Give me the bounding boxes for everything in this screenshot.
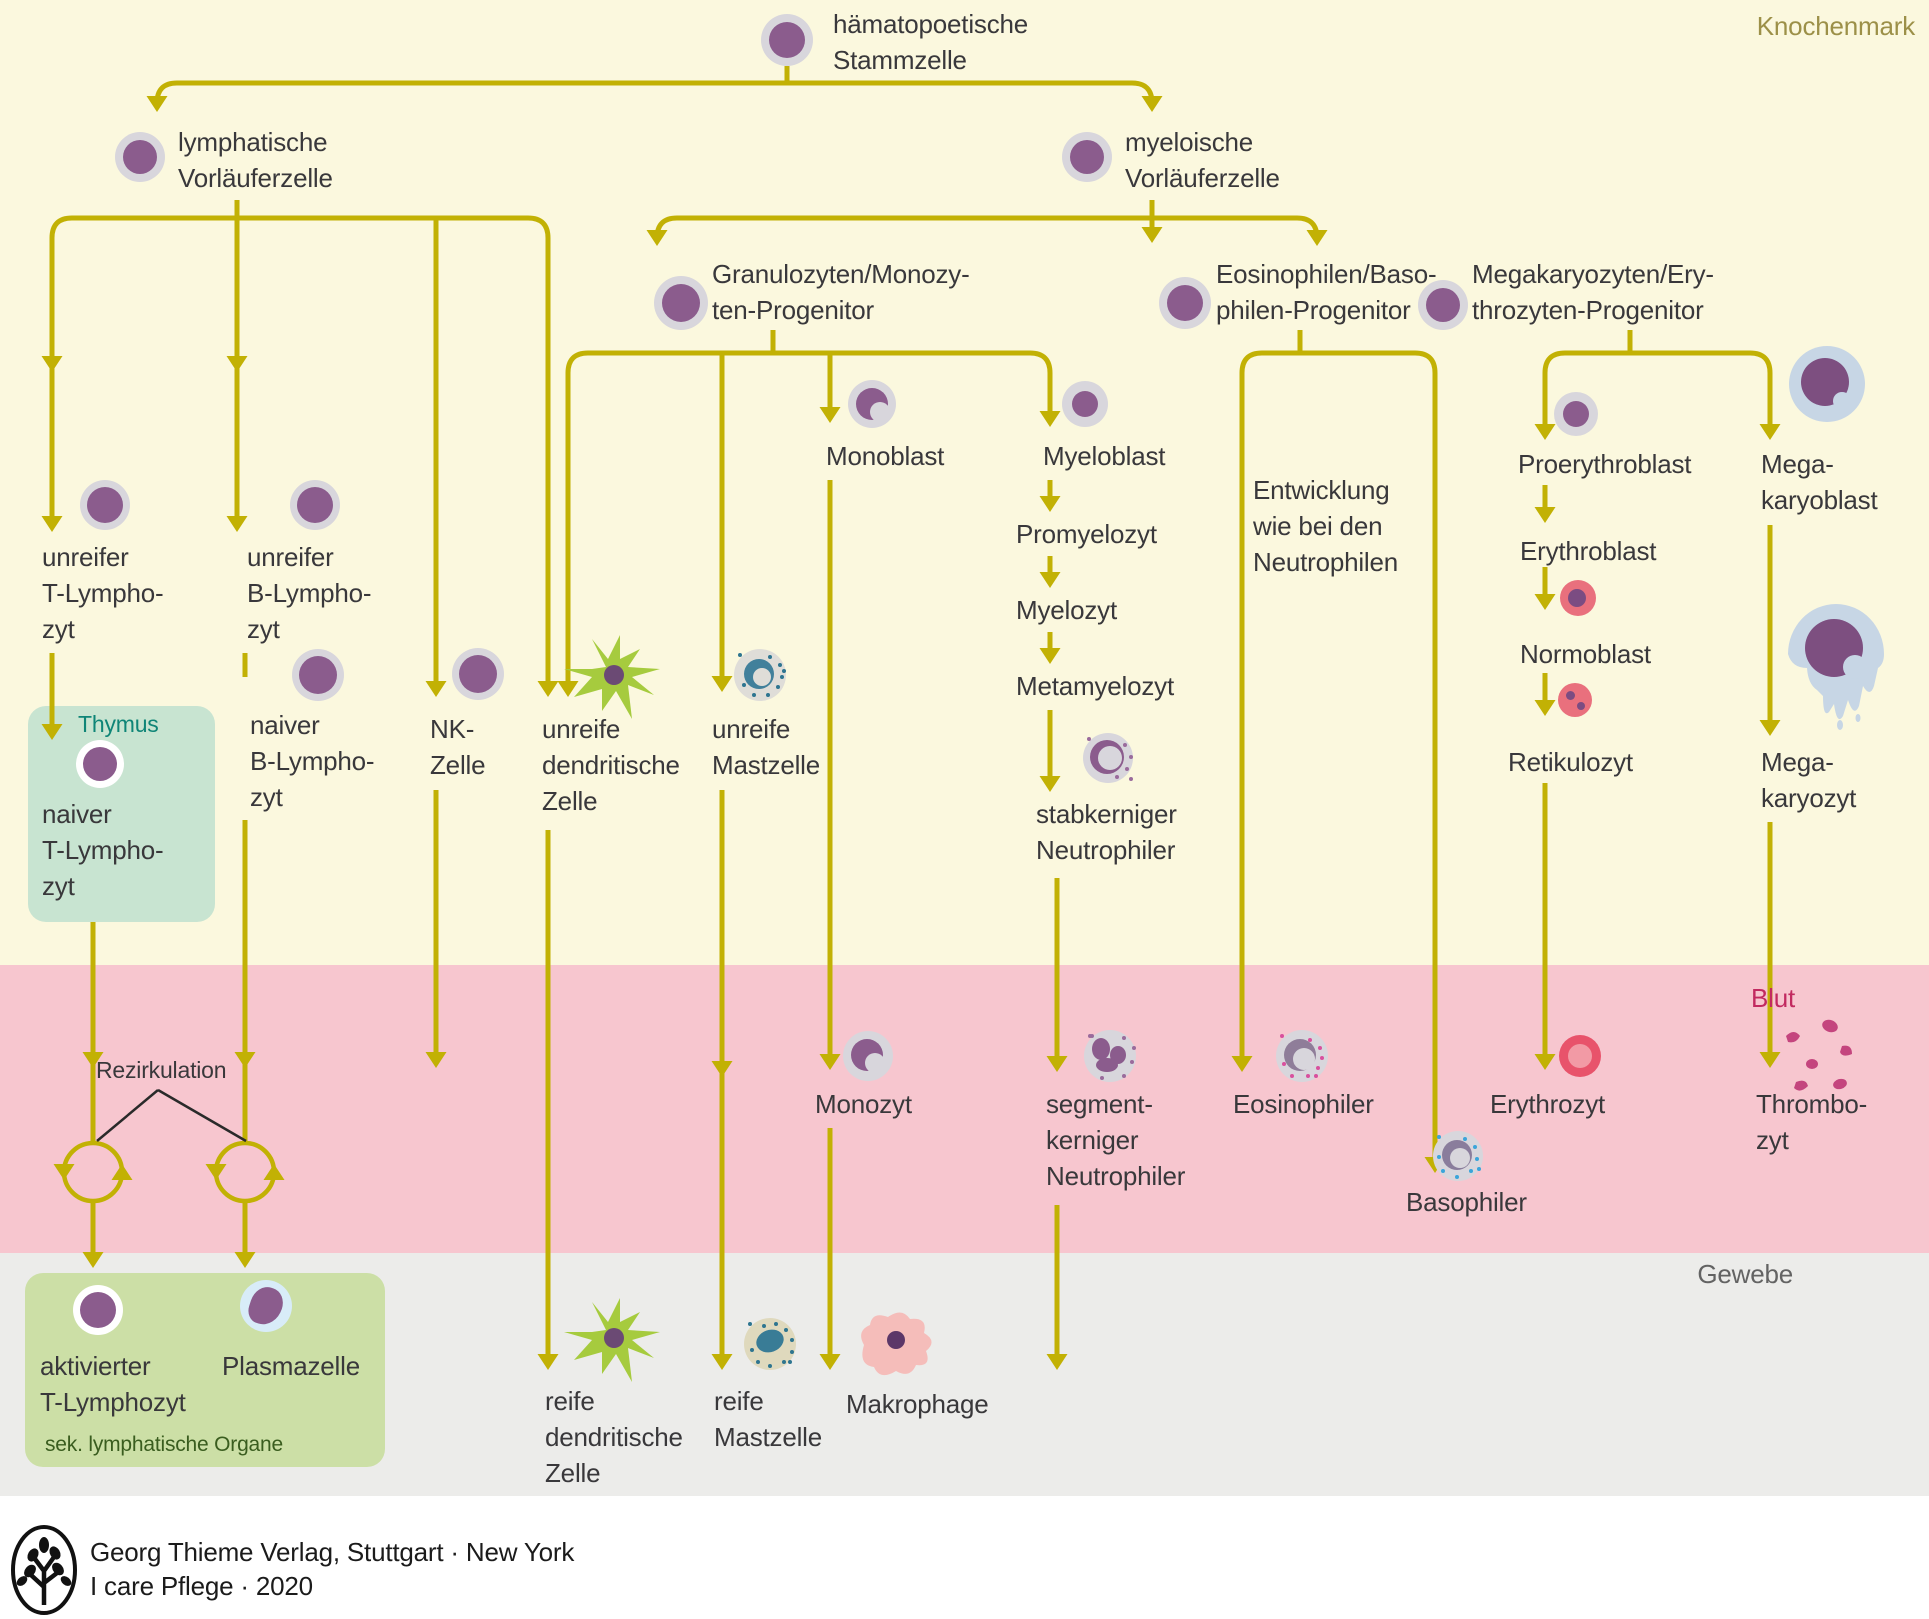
label-plasma-cell: Plasmazelle (222, 1351, 360, 1381)
zone-label-tissue: Gewebe (1697, 1259, 1793, 1289)
edge-main-split (154, 66, 1155, 104)
monocyte-icon (843, 1031, 893, 1081)
zone-blood (0, 965, 1929, 1253)
erythroblast-stage-icon (1560, 580, 1596, 616)
label-erythroblast: Erythroblast (1520, 536, 1657, 566)
immature-dendritic-icon (564, 635, 660, 719)
gm-progenitor-icon (654, 276, 708, 330)
label-erythrocyte: Erythrozyt (1490, 1089, 1606, 1119)
label-myelocyte: Myelozyt (1016, 595, 1117, 625)
basophil-icon (1433, 1131, 1483, 1181)
megakaryoblast-icon (1789, 346, 1865, 422)
label-naive-t: naiver T-Lympho- zyt (42, 799, 164, 901)
reticulocyte-stage-icon (1558, 683, 1592, 717)
edge-myeloid-branch (654, 200, 1320, 239)
lymphoid-progenitor-icon (115, 132, 165, 182)
me-progenitor-icon (1418, 280, 1468, 330)
label-myeloblast: Myeloblast (1043, 441, 1166, 471)
zone-label-bone-marrow: Knochenmark (1756, 11, 1915, 41)
myeloid-progenitor-icon (1062, 132, 1112, 182)
label-myeloid-progenitor: myeloische Vorläuferzelle (1125, 127, 1280, 193)
monoblast-icon (848, 380, 896, 428)
zone-label-blood: Blut (1750, 983, 1795, 1013)
label-thrombocyte: Thrombo- zyt (1756, 1089, 1868, 1155)
edge-t-lineage (49, 653, 96, 1255)
immature-b-icon (290, 480, 340, 530)
thymus-box (28, 706, 215, 922)
footer-publisher: Georg Thieme Verlag, Stuttgart · New Yor… (90, 1537, 575, 1567)
proerythroblast-icon (1554, 392, 1598, 436)
label-segmented-neutrophil: segment- kerniger Neutrophiler (1046, 1089, 1186, 1191)
naive-t-icon (76, 740, 124, 788)
label-proerythroblast: Proerythroblast (1518, 449, 1692, 479)
edge-mega-ery-branch (1542, 330, 1773, 427)
activated-t-icon (73, 1285, 123, 1335)
label-activated-t: aktivierter T-Lymphozyt (40, 1351, 186, 1417)
recirculation-pointer-lines (96, 1088, 247, 1143)
label-gm-progenitor: Granulozyten/Monozy- ten-Progenitor (712, 259, 970, 325)
megakaryocyte-icon (1788, 604, 1884, 730)
thrombocyte-icon (1786, 1019, 1852, 1091)
footer-edition: I care Pflege · 2020 (90, 1571, 313, 1601)
label-lymphoid-progenitor: lymphatische Vorläuferzelle (178, 127, 333, 193)
plasma-cell-icon (240, 1280, 292, 1332)
label-basophil: Basophiler (1406, 1187, 1527, 1217)
edge-gm-branch (565, 330, 1053, 684)
label-metamyelocyte: Metamyelozyt (1016, 671, 1174, 701)
nk-cell-icon (452, 648, 504, 700)
eosinophil-icon (1276, 1030, 1328, 1082)
naive-b-icon (292, 649, 344, 701)
mature-mast-icon (744, 1318, 796, 1370)
hsc-icon (761, 14, 813, 66)
label-recirculation: Rezirkulation (96, 1057, 227, 1083)
label-hsc: hämatopoetische Stammzelle (833, 9, 1029, 75)
recirculation-circles (61, 1140, 277, 1204)
edge-eosino-baso-bracket (1239, 330, 1438, 1160)
label-nk-cell: NK- Zelle (430, 714, 486, 780)
label-immature-t: unreifer T-Lympho- zyt (42, 542, 164, 644)
label-monoblast: Monoblast (826, 441, 945, 471)
label-reticulocyte: Retikulozyt (1508, 747, 1633, 777)
thieme-logo (11, 1525, 77, 1615)
immature-t-icon (80, 480, 130, 530)
label-immature-b: unreifer B-Lympho- zyt (247, 542, 372, 644)
label-band-neutrophil: stabkerniger Neutrophiler (1036, 799, 1177, 865)
label-eosinophil: Eosinophiler (1233, 1089, 1374, 1119)
label-megakaryoblast: Mega- karyoblast (1761, 449, 1878, 515)
immature-mast-icon (734, 649, 786, 701)
label-secondary-lymphoid-organs: sek. lymphatische Organe (45, 1433, 283, 1456)
label-immature-mast: unreife Mastzelle (712, 714, 821, 780)
label-macrophage: Makrophage (846, 1389, 989, 1419)
label-naive-b: naiver B-Lympho- zyt (250, 710, 375, 812)
label-monocyte: Monozyt (815, 1089, 912, 1119)
label-immature-dendritic: unreife dendritische Zelle (542, 714, 680, 816)
edge-neutrophil-lineage (1047, 480, 1060, 1357)
label-mature-dendritic: reife dendritische Zelle (545, 1386, 683, 1488)
macrophage-icon (861, 1312, 932, 1376)
label-megakaryocyte: Mega- karyozyt (1761, 747, 1857, 813)
segmented-neutrophil-icon (1084, 1030, 1136, 1082)
label-eb-progenitor: Eosinophilen/Baso- philen-Progenitor (1216, 259, 1437, 325)
label-thymus: Thymus (78, 711, 159, 737)
label-neutrophil-note: Entwicklung wie bei den Neutrophilen (1253, 475, 1399, 577)
label-mature-mast: reife Mastzelle (714, 1386, 823, 1452)
erythrocyte-icon (1559, 1035, 1601, 1077)
label-promyelocyte: Promyelozyt (1016, 519, 1157, 549)
mature-dendritic-icon (564, 1298, 660, 1382)
myeloblast-icon (1062, 381, 1108, 427)
label-normoblast: Normoblast (1520, 639, 1651, 669)
label-me-progenitor: Megakaryozyten/Ery- throzyten-Progenitor (1472, 259, 1714, 325)
band-neutrophil-icon (1083, 733, 1133, 783)
eb-progenitor-icon (1159, 277, 1211, 329)
